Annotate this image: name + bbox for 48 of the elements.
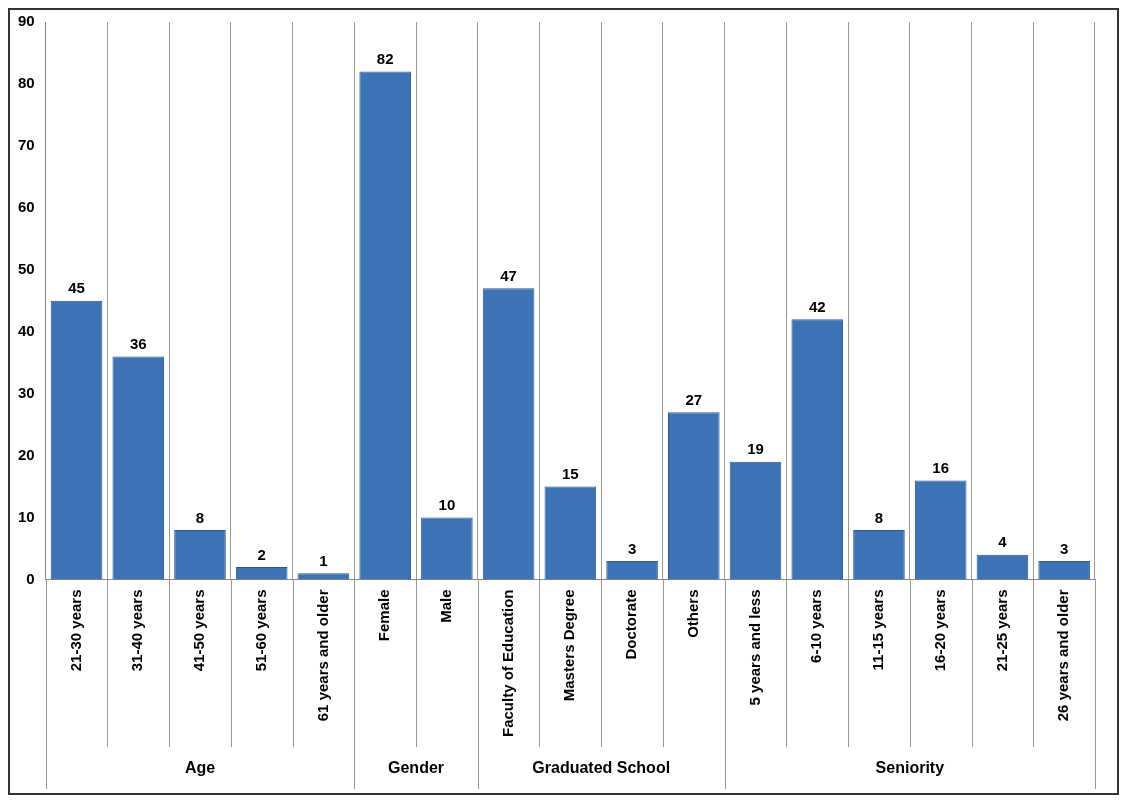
data-label: 42 bbox=[808, 297, 826, 315]
y-tick-label: 10 bbox=[18, 507, 35, 525]
data-label: 8 bbox=[195, 508, 205, 526]
x-tick-label: 11-15 years bbox=[869, 589, 887, 671]
y-tick-label: 60 bbox=[18, 197, 35, 215]
data-label: 3 bbox=[627, 539, 637, 557]
x-tick-label: Female bbox=[375, 589, 393, 642]
x-tick-label: 51-60 years bbox=[251, 589, 269, 672]
y-tick-label: 50 bbox=[18, 259, 35, 277]
x-tick-label: Faculty of Education bbox=[498, 589, 516, 738]
text: Gender bbox=[388, 759, 445, 777]
data-label: 16 bbox=[932, 459, 950, 477]
x-tick-label: 61 years and older bbox=[313, 589, 331, 722]
x-tick-label: Others bbox=[683, 589, 701, 638]
data-label: 8 bbox=[874, 508, 884, 526]
y-tick-label: 90 bbox=[18, 12, 35, 30]
y-tick-label: 30 bbox=[18, 383, 35, 401]
x-tick-label: 21-30 years bbox=[66, 589, 84, 672]
text: Seniority bbox=[875, 759, 945, 777]
data-label: 10 bbox=[438, 496, 456, 514]
y-tick-label: 40 bbox=[18, 321, 35, 339]
data-label: 2 bbox=[257, 545, 266, 563]
y-tick-label: 70 bbox=[18, 136, 35, 154]
y-tick-label: 80 bbox=[18, 74, 35, 92]
data-label: 36 bbox=[129, 335, 147, 353]
data-label: 4 bbox=[998, 533, 1008, 551]
x-tick-label: 21-25 years bbox=[992, 589, 1010, 672]
data-label: 82 bbox=[376, 50, 394, 68]
text: Age bbox=[184, 759, 216, 777]
text: Graduated School bbox=[532, 759, 671, 777]
data-label: 3 bbox=[1059, 539, 1069, 557]
data-label: 27 bbox=[685, 390, 703, 408]
y-tick-label: 20 bbox=[18, 445, 35, 463]
x-tick-label: Doctorate bbox=[622, 589, 640, 660]
data-label: 15 bbox=[562, 465, 579, 483]
x-tick-label: 26 years and older bbox=[1054, 589, 1072, 722]
x-tick-label: 6-10 years bbox=[807, 589, 825, 663]
x-tick-label: Masters Degree bbox=[560, 589, 578, 702]
x-tick-label: 31-40 years bbox=[128, 589, 146, 672]
x-tick-label: 16-20 years bbox=[930, 589, 948, 672]
data-label: 19 bbox=[747, 440, 764, 458]
data-label: 1 bbox=[319, 551, 328, 569]
data-label: 47 bbox=[500, 267, 517, 284]
y-tick-label: 0 bbox=[26, 569, 35, 587]
x-tick-label: 5 years and less bbox=[745, 589, 763, 706]
x-tick-label: 41-50 years bbox=[190, 589, 208, 672]
x-tick-label: Male bbox=[437, 589, 455, 623]
data-label: 45 bbox=[68, 279, 85, 297]
